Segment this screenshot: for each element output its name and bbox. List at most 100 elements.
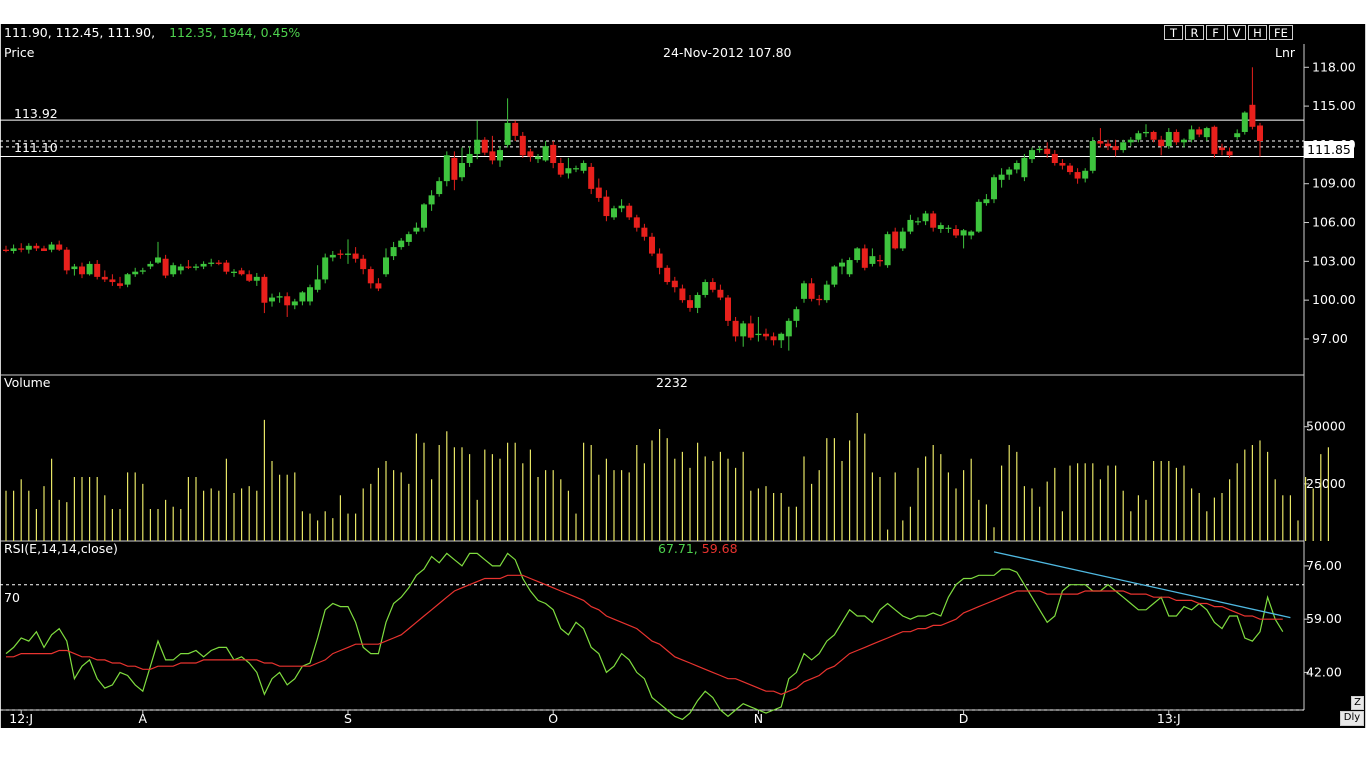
candle[interactable] (1082, 168, 1089, 183)
candle[interactable] (603, 190, 610, 222)
candle[interactable] (200, 261, 207, 270)
candle[interactable] (322, 253, 329, 284)
candle[interactable] (185, 260, 192, 270)
candle[interactable] (337, 249, 344, 259)
chart-window[interactable]: 118.00115.00112.00109.00106.00103.00100.… (0, 24, 1366, 728)
candle[interactable] (18, 243, 25, 253)
candle[interactable] (1127, 137, 1134, 147)
candle[interactable] (299, 291, 306, 306)
candle[interactable] (208, 258, 215, 267)
candle[interactable] (139, 267, 146, 275)
candle[interactable] (975, 199, 982, 233)
candle[interactable] (276, 292, 283, 303)
candle[interactable] (869, 248, 876, 267)
candle[interactable] (1112, 139, 1119, 157)
candle[interactable] (709, 278, 716, 293)
candle[interactable] (550, 141, 557, 169)
candle[interactable] (223, 260, 230, 275)
candle[interactable] (109, 274, 116, 286)
candle[interactable] (633, 214, 640, 232)
candle[interactable] (155, 241, 161, 264)
toolbar-button-r[interactable]: R (1185, 25, 1204, 40)
volume-panel[interactable]: 50000 25000 (5, 413, 1346, 541)
periodicity-button[interactable]: Dly (1340, 711, 1364, 726)
zoom-button[interactable]: Z (1351, 696, 1364, 710)
candle[interactable] (542, 141, 549, 162)
candle[interactable] (1029, 147, 1035, 164)
candle[interactable] (1165, 128, 1172, 149)
candle[interactable] (261, 274, 268, 314)
toolbar-button-t[interactable]: T (1164, 25, 1183, 40)
toolbar-button-f[interactable]: F (1206, 25, 1225, 40)
candle[interactable] (1188, 125, 1195, 143)
candle[interactable] (998, 168, 1005, 188)
candle[interactable] (1059, 159, 1066, 170)
candle[interactable] (86, 261, 93, 276)
candle[interactable] (641, 223, 648, 241)
candle[interactable] (1051, 150, 1058, 166)
candle[interactable] (1013, 160, 1020, 174)
candle[interactable] (861, 244, 868, 271)
candle[interactable] (1226, 147, 1233, 158)
candle[interactable] (269, 293, 275, 307)
candle[interactable] (618, 199, 625, 213)
candle[interactable] (1105, 139, 1111, 151)
candle[interactable] (557, 157, 564, 178)
candle[interactable] (816, 294, 823, 306)
candle[interactable] (352, 247, 359, 263)
candle[interactable] (732, 316, 739, 342)
candle[interactable] (489, 135, 496, 165)
candle[interactable] (1211, 125, 1218, 158)
candle[interactable] (124, 272, 131, 288)
rsi-panel[interactable]: 76.00 59.00 42.00 (0, 551, 1342, 721)
candle[interactable] (481, 137, 488, 156)
candle[interactable] (33, 243, 40, 251)
candle[interactable] (922, 210, 929, 226)
candle[interactable] (1158, 135, 1165, 156)
candle[interactable] (991, 174, 997, 204)
candle[interactable] (793, 306, 800, 328)
candle[interactable] (25, 243, 32, 254)
candle[interactable] (1097, 128, 1104, 148)
price-panel[interactable]: 118.00115.00112.00109.00106.00103.00100.… (0, 59, 1356, 351)
candle[interactable] (1135, 130, 1142, 143)
candle[interactable] (770, 332, 777, 346)
candle[interactable] (512, 120, 519, 142)
candle[interactable] (702, 279, 709, 298)
candle[interactable] (79, 262, 85, 279)
candle[interactable] (915, 217, 921, 226)
candle[interactable] (94, 260, 101, 280)
candle[interactable] (854, 247, 861, 263)
candle[interactable] (367, 266, 374, 289)
candle[interactable] (1249, 67, 1256, 130)
candle[interactable] (1143, 124, 1149, 138)
candle[interactable] (671, 276, 678, 293)
candle[interactable] (428, 190, 435, 211)
candle[interactable] (193, 263, 199, 271)
candle[interactable] (314, 265, 321, 293)
candle[interactable] (291, 298, 298, 310)
toolbar-button-fe[interactable]: FE (1269, 25, 1293, 40)
candle[interactable] (649, 232, 655, 257)
candle[interactable] (694, 292, 701, 314)
candle[interactable] (162, 254, 169, 279)
candle[interactable] (725, 294, 731, 327)
candle[interactable] (626, 203, 633, 220)
candle[interactable] (519, 131, 526, 158)
candle[interactable] (63, 247, 70, 275)
candle[interactable] (968, 230, 975, 240)
candle[interactable] (405, 231, 412, 246)
candle[interactable] (892, 227, 899, 250)
candle[interactable] (580, 160, 587, 174)
rsi-trendline[interactable] (993, 551, 1291, 619)
candle[interactable] (474, 120, 481, 160)
candle[interactable] (383, 248, 389, 277)
candle[interactable] (846, 257, 853, 277)
candle[interactable] (504, 98, 511, 148)
candle[interactable] (41, 245, 47, 251)
candle[interactable] (907, 214, 914, 235)
candle[interactable] (56, 240, 63, 251)
candle[interactable] (215, 260, 222, 266)
candle[interactable] (246, 270, 253, 283)
candle[interactable] (1044, 142, 1051, 158)
